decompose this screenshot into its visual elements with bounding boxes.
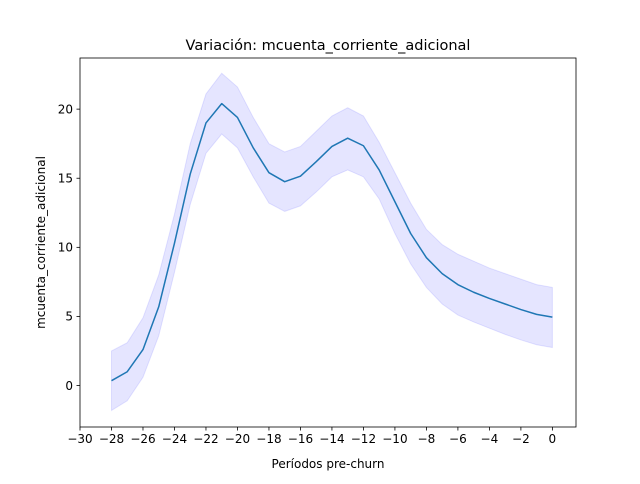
y-tick-label: 15 (58, 172, 73, 186)
y-axis-label: mcuenta_corriente_adicional (34, 156, 48, 329)
x-tick-label: −30 (67, 432, 92, 446)
y-tick-label: 10 (58, 241, 73, 255)
x-tick-label: −18 (256, 432, 281, 446)
confidence-band (110, 72, 553, 412)
series-line (111, 102, 553, 382)
y-tick-label: 5 (65, 310, 73, 324)
x-tick-label: −6 (449, 432, 467, 446)
chart-title: Variación: mcuenta_corriente_adicional (186, 38, 471, 54)
x-tick-label: −10 (382, 432, 407, 446)
x-axis-label: Períodos pre-churn (272, 457, 385, 471)
plot-area (110, 72, 553, 412)
x-tick-label: 0 (549, 432, 557, 446)
x-tick-label: −22 (193, 432, 218, 446)
x-tick-label: −24 (162, 432, 187, 446)
x-tick-label: −12 (351, 432, 376, 446)
x-tick-label: −4 (481, 432, 499, 446)
x-tick-label: −26 (130, 432, 155, 446)
x-axis: −30 −28 −26 −24 −22 −20 −18 −16 −14 −12 −10 −8 −6 −4−… (67, 427, 556, 446)
x-tick-label: −2 (512, 432, 530, 446)
y-tick-label: 20 (58, 102, 73, 116)
x-tick-label: −14 (319, 432, 344, 446)
x-tick-label: −20 (225, 432, 250, 446)
x-tick-label: −28 (99, 432, 124, 446)
y-tick-label: 0 (65, 379, 73, 393)
x-tick-label: −8 (418, 432, 436, 446)
x-tick-label: −16 (288, 432, 313, 446)
y-axis: 0 5 10 15 20 (58, 102, 80, 393)
axes-frame (79, 57, 577, 428)
